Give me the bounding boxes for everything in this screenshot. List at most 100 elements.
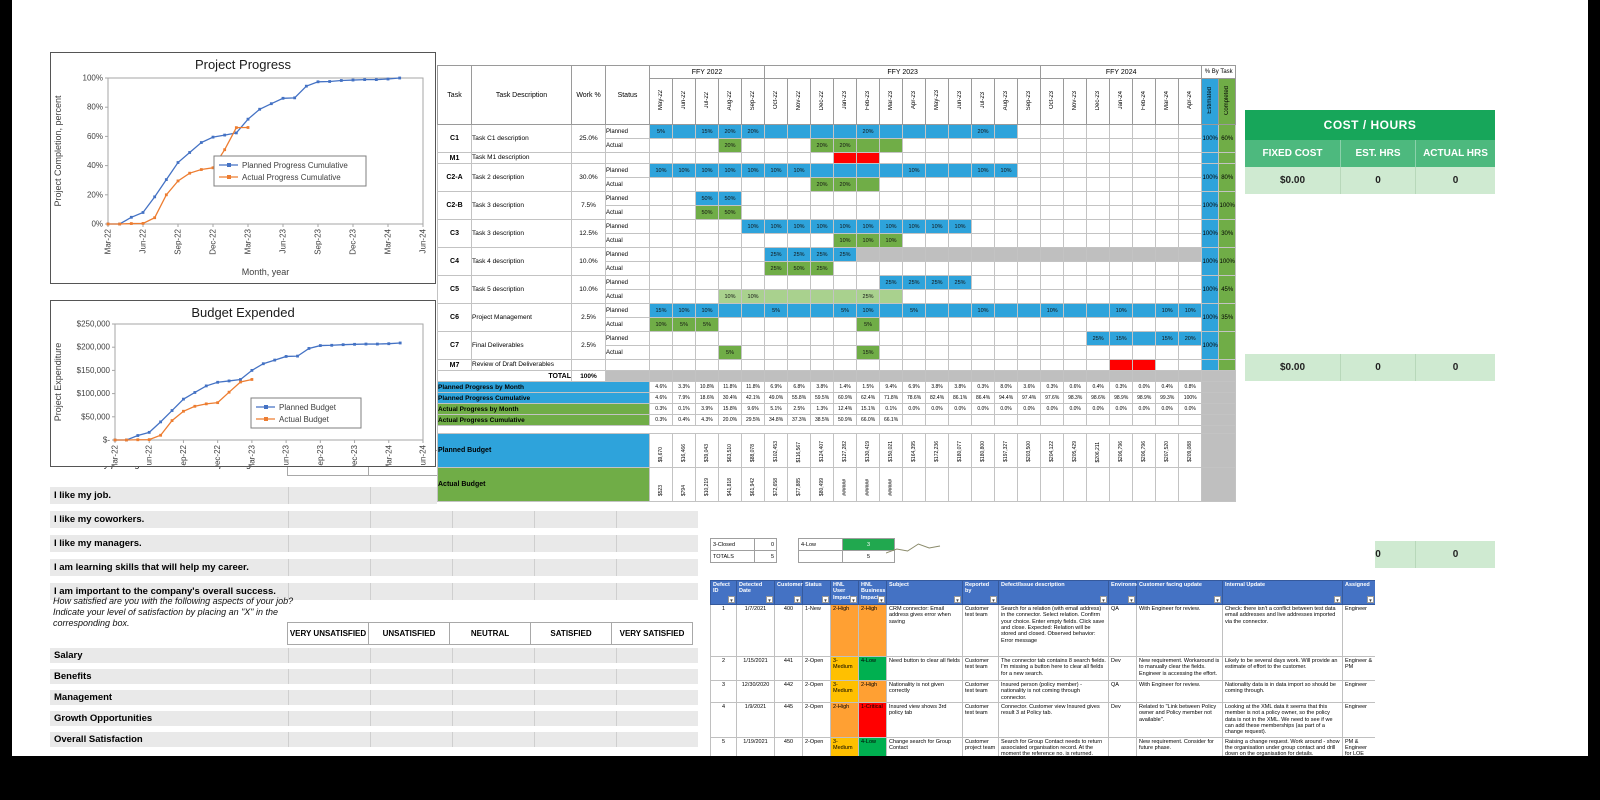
answer-cell[interactable] [370,487,452,504]
summary-label: Planned Progress Cumulative [437,392,650,404]
answer-cell[interactable] [616,669,698,684]
answer-cell[interactable] [370,648,452,663]
answer-cell[interactable] [534,648,616,663]
answer-cell[interactable] [370,535,452,552]
answer-cell[interactable] [288,669,370,684]
answer-cell[interactable] [288,732,370,747]
business-impact: 1-Critical [858,701,887,738]
gantt-month-cell: 10% [740,289,766,304]
gantt-month-cell [833,345,858,360]
filter-icon[interactable]: ▼ [990,596,997,603]
answer-cell[interactable] [370,511,452,528]
gantt-month-cell [1040,191,1065,206]
defect-date: 1/7/2021 [736,604,775,657]
gantt-month-cell [971,370,996,382]
gantt-month-cell [1017,205,1042,220]
gantt-month-cell [1132,219,1157,234]
answer-cell[interactable] [370,732,452,747]
answer-cell[interactable] [370,669,452,684]
answer-cell[interactable] [616,711,698,726]
gantt-month-cell [649,261,673,276]
gantt-month-cell [787,317,812,332]
gantt-month-cell [1017,247,1042,262]
answer-cell[interactable] [288,535,370,552]
filter-icon[interactable]: ▼ [766,596,773,603]
filter-icon[interactable]: ▼ [954,596,961,603]
month-header: Aug-23 [994,78,1019,125]
filter-icon[interactable]: ▼ [1334,596,1341,603]
gantt-month-cell [994,233,1019,248]
task-description: Project Management [471,303,572,332]
answer-cell[interactable] [534,732,616,747]
summary-value: 0.3% [649,414,673,426]
answer-cell[interactable] [288,583,370,600]
answer-cell[interactable] [452,559,534,576]
budget-value: ###### [833,467,858,502]
answer-cell[interactable] [534,511,616,528]
answer-cell[interactable] [534,669,616,684]
gantt-month-cell: 15% [1155,331,1180,346]
filter-icon[interactable]: ▼ [794,596,801,603]
defect-row: 3 12/30/2020 442 2-Open 3-Medium 2-High Nation… [710,680,1375,703]
answer-cell[interactable] [288,511,370,528]
task-estimated: 100% [1201,124,1220,153]
summary-value: 59.5% [810,392,835,404]
answer-cell[interactable] [288,690,370,705]
gantt-month-cell: 10% [833,219,858,234]
answer-cell[interactable] [616,559,698,576]
answer-cell[interactable] [534,583,616,600]
answer-cell[interactable] [534,559,616,576]
filter-icon[interactable]: ▼ [1367,596,1374,603]
answer-cell[interactable] [288,487,370,504]
filter-icon[interactable]: ▼ [822,596,829,603]
answer-cell[interactable] [452,511,534,528]
answer-cell[interactable] [534,535,616,552]
summary-value: 9.6% [740,403,766,415]
summary-value: 98.9% [1109,392,1134,404]
gantt-month-cell [971,247,996,262]
answer-cell[interactable] [452,535,534,552]
gantt-month-cell [787,331,812,346]
answer-cell[interactable] [616,732,698,747]
answer-cell[interactable] [616,535,698,552]
answer-cell[interactable] [370,690,452,705]
gantt-month-cell: 10% [1178,303,1203,318]
answer-cell[interactable] [452,690,534,705]
answer-cell[interactable] [616,511,698,528]
answer-cell[interactable] [616,583,698,600]
filter-icon[interactable]: ▼ [878,596,885,603]
answer-cell[interactable] [452,669,534,684]
filter-icon[interactable]: ▼ [1128,596,1135,603]
answer-cell[interactable] [288,648,370,663]
answer-cell[interactable] [616,690,698,705]
filter-icon[interactable]: ▼ [1214,596,1221,603]
answer-cell[interactable] [534,711,616,726]
answer-cell[interactable] [370,559,452,576]
gantt-month-cell [695,138,719,153]
answer-cell[interactable] [452,583,534,600]
gantt-month-cell [879,247,904,262]
summary-value: 10.8% [695,381,719,393]
budget-value: $116,567 [787,433,812,468]
reported-by: Customer test team [962,604,999,657]
answer-cell[interactable] [370,583,452,600]
answer-cell[interactable] [452,711,534,726]
answer-cell[interactable] [452,648,534,663]
filter-icon[interactable]: ▼ [1100,596,1107,603]
aspect-label: Benefits [54,671,92,682]
answer-cell[interactable] [452,732,534,747]
summary-value: 66.0% [856,414,881,426]
filter-icon[interactable]: ▼ [850,596,857,603]
answer-cell[interactable] [370,711,452,726]
month-header: Aug-22 [718,78,742,125]
gantt-month-cell [1132,177,1157,192]
answer-cell[interactable] [288,559,370,576]
answer-cell[interactable] [288,711,370,726]
budget-value: $39,043 [695,433,719,468]
answer-cell[interactable] [616,648,698,663]
gantt-month-cell [948,317,973,332]
summary-value: 42.1% [740,392,766,404]
answer-cell[interactable] [534,690,616,705]
filter-icon[interactable]: ▼ [728,596,735,603]
month-header: Jun-23 [948,78,973,125]
